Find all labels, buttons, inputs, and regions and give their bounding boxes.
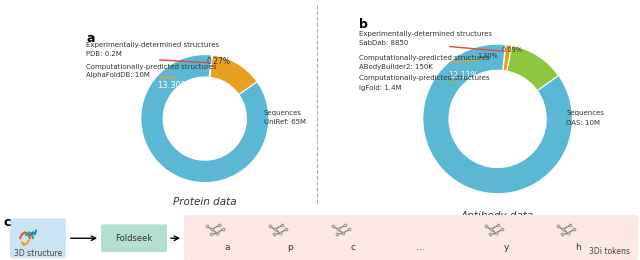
Text: 0.09%: 0.09% [502, 47, 523, 53]
Text: c: c [351, 243, 355, 252]
Text: h: h [575, 243, 581, 252]
Text: Sequences: Sequences [566, 110, 604, 116]
Text: OAS: 10M: OAS: 10M [566, 120, 600, 126]
Text: ABodyBuilder2: 150K: ABodyBuilder2: 150K [359, 64, 433, 70]
Text: PDB: 0.2M: PDB: 0.2M [86, 50, 122, 56]
Text: SabDab: 8850: SabDab: 8850 [359, 40, 408, 46]
Text: ...: ... [416, 243, 424, 252]
Text: 1.30%: 1.30% [477, 53, 499, 59]
Text: p: p [287, 243, 293, 252]
Text: IgFold: 1.4M: IgFold: 1.4M [359, 85, 402, 91]
Text: 3Di tokens: 3Di tokens [589, 247, 630, 256]
Text: UniRef: 65M: UniRef: 65M [264, 119, 306, 125]
Wedge shape [141, 55, 269, 183]
Text: 3D structure: 3D structure [14, 249, 62, 258]
Text: 12.11%: 12.11% [448, 71, 478, 80]
Text: Protein data: Protein data [173, 197, 237, 207]
Text: b: b [359, 18, 368, 31]
Text: 0.27%: 0.27% [207, 56, 231, 66]
Wedge shape [503, 44, 512, 71]
Text: Computationally-predicted structures: Computationally-predicted structures [359, 55, 490, 61]
Text: 86.51%: 86.51% [503, 120, 538, 129]
Text: c: c [4, 217, 12, 230]
Text: a: a [86, 32, 95, 45]
Text: Experimentally-determined structures: Experimentally-determined structures [86, 42, 220, 48]
Text: 13.30%: 13.30% [157, 81, 189, 90]
Text: AlphaFoldDB: 10M: AlphaFoldDB: 10M [86, 72, 150, 78]
Text: Computationally-predicted structures: Computationally-predicted structures [86, 64, 217, 70]
Wedge shape [209, 55, 212, 77]
FancyBboxPatch shape [101, 224, 167, 252]
Text: a: a [224, 243, 230, 252]
Text: Antibody data: Antibody data [461, 211, 534, 221]
Text: Computationally-predicted structures: Computationally-predicted structures [359, 75, 490, 81]
Wedge shape [502, 44, 506, 70]
Text: Experimentally-determined structures: Experimentally-determined structures [359, 31, 492, 37]
Text: 86.44%: 86.44% [207, 119, 241, 128]
Wedge shape [210, 55, 257, 95]
Text: Foldseek: Foldseek [115, 234, 152, 243]
FancyBboxPatch shape [184, 214, 638, 260]
Wedge shape [423, 44, 572, 194]
FancyBboxPatch shape [10, 218, 66, 258]
Text: Sequences: Sequences [264, 110, 301, 116]
Wedge shape [507, 46, 559, 91]
Text: y: y [503, 243, 509, 252]
